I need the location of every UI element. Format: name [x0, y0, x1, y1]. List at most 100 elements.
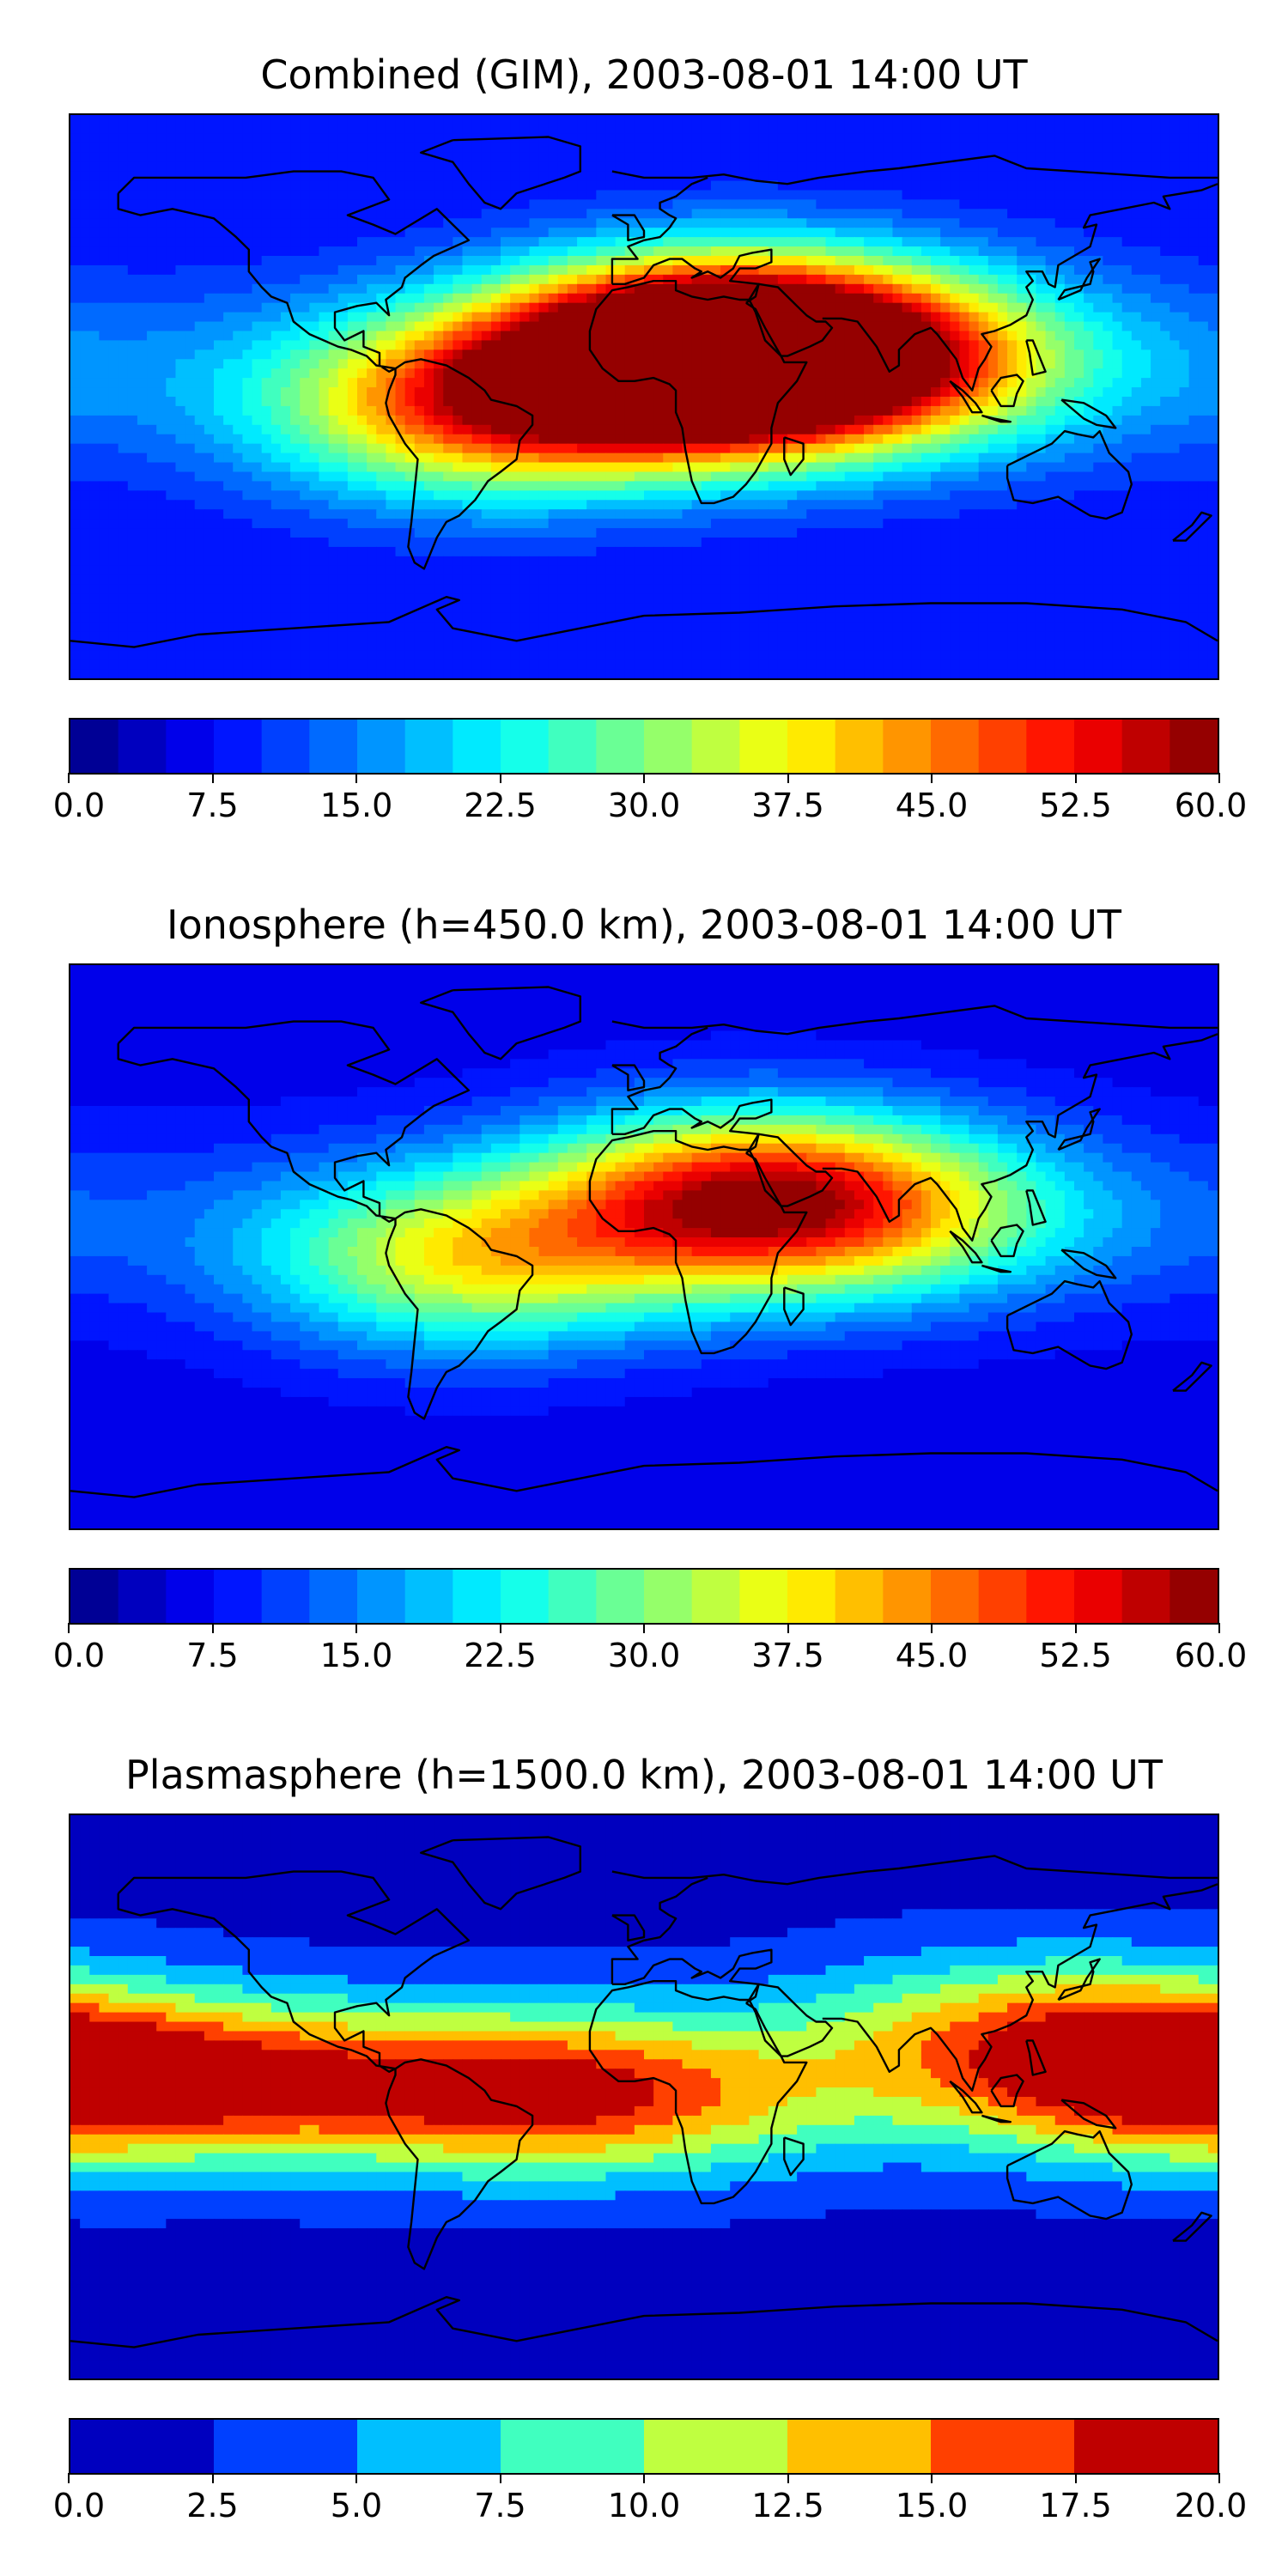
- field-cell: [127, 199, 138, 210]
- field-cell: [328, 443, 339, 454]
- field-cell: [634, 161, 645, 173]
- field-cell: [1074, 209, 1084, 219]
- field-cell: [118, 321, 129, 332]
- field-cell: [300, 180, 310, 191]
- field-cell: [147, 424, 157, 435]
- field-cell: [1007, 218, 1018, 228]
- field-cell: [1131, 387, 1142, 398]
- field-cell: [605, 264, 617, 276]
- field-cell: [902, 180, 913, 191]
- field-cell: [328, 481, 339, 491]
- field-cell: [844, 115, 855, 125]
- field-cell: [214, 471, 224, 482]
- field-cell: [404, 321, 416, 332]
- field-cell: [242, 143, 253, 154]
- field-cell: [328, 274, 339, 285]
- field-cell: [1054, 321, 1066, 332]
- field-cell: [1064, 387, 1075, 398]
- field-cell: [1140, 124, 1151, 135]
- field-cell: [404, 312, 416, 323]
- field-cell: [395, 387, 406, 398]
- field-cell: [261, 312, 272, 323]
- field-cell: [749, 471, 760, 482]
- field-cell: [739, 368, 750, 379]
- field-cell: [548, 424, 559, 435]
- field-cell: [99, 133, 110, 144]
- field-cell: [931, 256, 941, 266]
- field-cell: [280, 115, 291, 125]
- field-cell: [1036, 218, 1047, 228]
- field-cell: [825, 293, 836, 304]
- field-cell: [931, 190, 941, 200]
- field-cell: [758, 228, 769, 238]
- field-cell: [586, 171, 597, 182]
- field-cell: [663, 340, 673, 350]
- field-cell: [519, 481, 530, 491]
- field-cell: [854, 237, 865, 247]
- field-cell: [605, 283, 617, 295]
- field-cell: [99, 387, 110, 398]
- field-cell: [911, 264, 922, 276]
- field-cell: [166, 340, 177, 350]
- field-cell: [309, 199, 320, 210]
- field-cell: [270, 190, 282, 200]
- field-cell: [634, 228, 645, 238]
- field-cell: [1140, 283, 1151, 295]
- field-cell: [280, 171, 291, 182]
- field-cell: [319, 434, 330, 445]
- field-cell: [1074, 443, 1084, 454]
- field-cell: [280, 340, 291, 350]
- field-cell: [185, 340, 196, 350]
- field-cell: [1064, 490, 1075, 501]
- field-cell: [490, 462, 501, 473]
- field-cell: [864, 471, 874, 482]
- field-cell: [242, 490, 253, 501]
- field-cell: [156, 462, 167, 473]
- field-cell: [357, 500, 368, 510]
- field-cell: [931, 171, 941, 182]
- field-cell: [883, 368, 894, 379]
- field-cell: [300, 115, 310, 125]
- field-cell: [261, 387, 272, 398]
- field-cell: [940, 218, 951, 228]
- field-cell: [557, 171, 568, 182]
- field-cell: [519, 133, 530, 144]
- field-cell: [1160, 453, 1170, 464]
- field-cell: [147, 218, 157, 228]
- field-cell: [1007, 115, 1018, 125]
- field-cell: [548, 199, 559, 210]
- field-cell: [423, 378, 434, 388]
- field-cell: [89, 397, 100, 407]
- field-cell: [242, 387, 253, 398]
- field-cell: [835, 228, 846, 238]
- field-cell: [1074, 471, 1084, 482]
- field-cell: [978, 424, 989, 435]
- field-cell: [959, 190, 970, 200]
- field-cell: [529, 293, 540, 304]
- field-cell: [233, 443, 243, 454]
- field-cell: [978, 340, 989, 350]
- field-cell: [1093, 453, 1103, 464]
- field-cell: [987, 190, 999, 200]
- field-cell: [987, 471, 999, 482]
- field-cell: [175, 293, 186, 304]
- field-cell: [414, 171, 425, 182]
- field-cell: [844, 274, 855, 285]
- field-cell: [682, 359, 693, 369]
- field-cell: [1151, 256, 1161, 266]
- field-cell: [835, 190, 846, 200]
- field-cell: [758, 405, 769, 416]
- field-cell: [672, 293, 683, 304]
- field-cell: [1054, 256, 1066, 266]
- field-cell: [931, 161, 941, 173]
- field-cell: [797, 161, 807, 173]
- field-cell: [1084, 180, 1094, 191]
- field-cell: [510, 340, 520, 350]
- field-cell: [319, 500, 330, 510]
- field-cell: [835, 199, 846, 210]
- field-cell: [252, 133, 263, 144]
- field-cell: [214, 283, 224, 295]
- field-cell: [586, 481, 597, 491]
- field-cell: [1064, 237, 1075, 247]
- field-cell: [605, 340, 617, 350]
